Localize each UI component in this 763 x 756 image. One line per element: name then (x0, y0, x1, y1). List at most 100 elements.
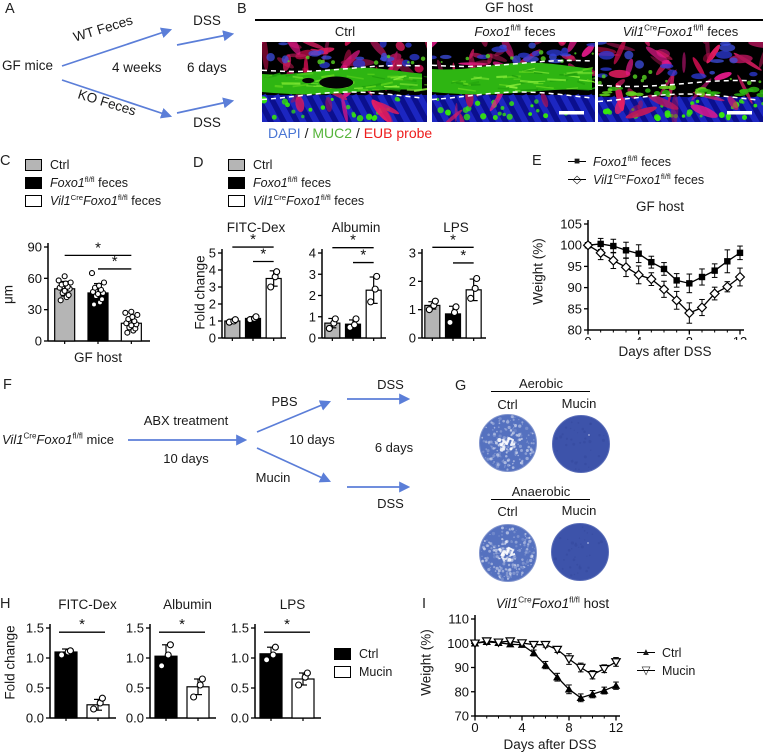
svg-text:0: 0 (309, 331, 316, 345)
eub-label: EUB probe (363, 125, 433, 141)
legend-item-vil1cre-feces: ◇ Vil1CreFoxo1fl/fl feces (568, 171, 704, 189)
panel-h-label: H (0, 596, 11, 612)
svg-text:0: 0 (209, 331, 216, 345)
panel-c-legend: Ctrl Foxo1fl/fl feces Vil1CreFoxo1fl/fl … (25, 156, 161, 210)
svg-text:100: 100 (447, 636, 469, 651)
svg-text:80: 80 (568, 323, 582, 338)
panel-d-chart-lps: 0 1 2 3 ** (409, 231, 486, 345)
micrograph-ctrl (262, 42, 427, 122)
panel-i-label: I (422, 596, 427, 612)
legend-item-foxo1-feces: ■ Foxo1fl/fl feces (568, 153, 704, 171)
panel-a-dss-top: DSS (193, 13, 221, 28)
panel-c-xlabel: GF host (73, 350, 122, 365)
micrograph-vil1cre-feces (598, 42, 763, 122)
panel-d-label: D (193, 155, 204, 171)
svg-text:*: * (350, 232, 356, 249)
panel-f-start: Vil1CreFoxo1fl/fl mice (2, 431, 114, 447)
panel-f-dss-top: DSS (377, 377, 404, 392)
svg-text:*: * (79, 616, 85, 633)
svg-text:2: 2 (309, 288, 316, 303)
svg-text:12: 12 (733, 334, 747, 340)
panel-i-xlabel: Days after DSS (503, 737, 597, 752)
legend-item-ctrl: Ctrl (25, 156, 161, 174)
svg-text:105: 105 (560, 217, 582, 232)
legend-item-foxo1: Foxo1fl/fl feces (228, 174, 364, 192)
panel-b-stain-caption: DAPI / MUC2 / EUB probe (268, 125, 433, 141)
panel-e-label: E (532, 153, 542, 169)
panel-b-label: B (237, 1, 247, 17)
legend-item-ctrl: ▲ Ctrl (637, 644, 695, 662)
svg-text:4: 4 (209, 263, 216, 278)
svg-text:*: * (460, 247, 466, 264)
panel-h-chart-fitc: 0.0 0.5 1.0 1.5 * (26, 616, 116, 726)
legend-item-ctrl: Ctrl (334, 645, 392, 663)
svg-text:0.5: 0.5 (231, 681, 249, 696)
svg-text:0.0: 0.0 (231, 711, 249, 726)
svg-text:0: 0 (409, 331, 416, 345)
svg-text:60: 60 (28, 271, 42, 286)
panel-a-label: A (5, 1, 15, 17)
legend-item-mucin: Mucin (334, 663, 392, 681)
panel-e-title: GF host (635, 199, 684, 214)
panel-i-ylabel: Weight (%) (418, 629, 434, 696)
micrograph-foxo1-feces (432, 42, 595, 122)
svg-text:0.5: 0.5 (126, 681, 144, 696)
svg-text:110: 110 (448, 612, 469, 627)
panel-f-pbs: PBS (271, 394, 298, 409)
panel-d-title-fitc: FITC-Dex (226, 220, 286, 235)
svg-text:0: 0 (35, 334, 42, 348)
panel-d-chart-albumin: 0 1 2 3 4 ** (309, 232, 386, 345)
svg-text:1.5: 1.5 (231, 621, 249, 636)
svg-text:*: * (284, 616, 290, 633)
panel-h-ylabel: Fold change (2, 625, 18, 700)
panel-f-ten-days-1: 10 days (163, 451, 209, 466)
svg-text:30: 30 (28, 302, 42, 317)
dish-aerobic-mucin (552, 415, 610, 473)
svg-text:1.0: 1.0 (126, 651, 144, 666)
svg-text:4: 4 (635, 334, 642, 340)
panel-i-title: Vil1CreFoxo1fl/fl host (495, 594, 610, 611)
panel-e-ylabel: Weight (%) (530, 238, 546, 305)
legend-item-mucin: ▽ Mucin (637, 662, 695, 680)
panel-f-diagram (128, 393, 411, 493)
panel-g-anaerobic-rule (491, 499, 590, 501)
svg-text:85: 85 (568, 301, 582, 316)
svg-text:1.5: 1.5 (26, 621, 44, 636)
panel-b-col-vil1: Vil1CreFoxo1fl/fl feces (622, 23, 739, 39)
panel-f-mucin: Mucin (255, 470, 291, 485)
legend-item-foxo1: Foxo1fl/fl feces (25, 174, 161, 192)
dapi-label: DAPI (268, 125, 301, 141)
panel-g-aerobic-rule (491, 391, 590, 393)
svg-text:0: 0 (471, 720, 478, 735)
panel-g-ctrl-1: Ctrl (497, 397, 518, 412)
svg-text:*: * (112, 253, 118, 270)
panel-h-legend: Ctrl Mucin (334, 645, 392, 681)
svg-text:1: 1 (209, 314, 216, 329)
panel-a-dss-bottom: DSS (193, 115, 221, 130)
panel-a-duration-2: 6 days (187, 60, 227, 75)
panel-g-mucin-1: Mucin (561, 396, 597, 411)
svg-text:100: 100 (560, 238, 582, 253)
panel-f-dss-bottom: DSS (377, 496, 404, 511)
svg-text:1.5: 1.5 (126, 621, 144, 636)
panel-d-legend: Ctrl Foxo1fl/fl feces Vil1CreFoxo1fl/fl … (228, 156, 364, 210)
panel-h-chart-albumin: 0.0 0.5 1.0 1.5 * (126, 616, 216, 726)
svg-text:95: 95 (568, 259, 582, 274)
panel-h-title-albumin: Albumin (163, 597, 212, 612)
svg-text:90: 90 (28, 240, 42, 255)
panel-f-label: F (3, 377, 12, 393)
panel-a-diagram (61, 27, 235, 119)
svg-text:80: 80 (455, 684, 469, 699)
panel-g-label: G (455, 378, 467, 394)
panel-i-line-chart: 70 80 90 100 110 0 4 8 12 (447, 612, 623, 736)
panel-a-start: GF mice (2, 58, 54, 73)
svg-text:*: * (360, 247, 366, 264)
panel-b-col-foxo1: Foxo1fl/fl feces (474, 23, 556, 39)
panel-e-legend: ■ Foxo1fl/fl feces ◇ Vil1CreFoxo1fl/fl fec… (568, 153, 704, 189)
panel-g-aerobic: Aerobic (518, 376, 564, 391)
panel-e-xlabel: Days after DSS (618, 344, 712, 359)
panel-g-mucin-2: Mucin (561, 503, 597, 518)
svg-text:70: 70 (455, 709, 469, 724)
svg-text:3: 3 (209, 280, 216, 295)
panel-f-six-days: 6 days (374, 440, 414, 455)
